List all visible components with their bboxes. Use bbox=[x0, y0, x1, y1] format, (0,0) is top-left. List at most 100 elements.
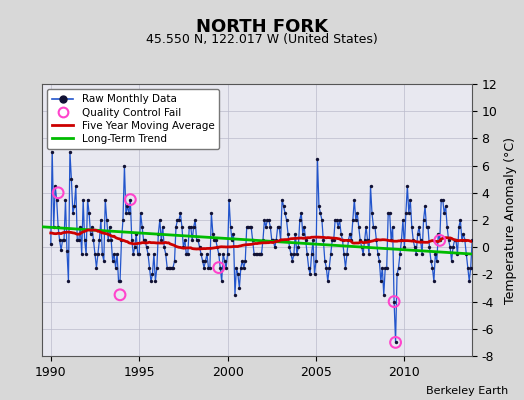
Point bbox=[259, 237, 267, 244]
Point bbox=[365, 251, 373, 257]
Point bbox=[117, 237, 126, 244]
Point bbox=[98, 251, 106, 257]
Point bbox=[214, 264, 223, 271]
Point bbox=[122, 210, 130, 216]
Point bbox=[452, 237, 460, 244]
Point bbox=[294, 244, 302, 250]
Point bbox=[204, 264, 213, 271]
Point bbox=[247, 224, 255, 230]
Point bbox=[135, 251, 144, 257]
Point bbox=[139, 237, 148, 244]
Point bbox=[191, 217, 199, 223]
Point bbox=[63, 248, 71, 254]
Point bbox=[256, 251, 264, 257]
Point bbox=[61, 196, 70, 203]
Point bbox=[183, 251, 192, 257]
Point bbox=[96, 217, 105, 223]
Point bbox=[356, 237, 364, 244]
Point bbox=[235, 285, 244, 291]
Point bbox=[74, 237, 83, 244]
Point bbox=[203, 251, 211, 257]
Point bbox=[152, 264, 161, 271]
Point bbox=[250, 251, 258, 257]
Point bbox=[238, 258, 246, 264]
Point bbox=[279, 203, 288, 210]
Point bbox=[48, 149, 57, 155]
Point bbox=[192, 237, 201, 244]
Point bbox=[179, 244, 188, 250]
Point bbox=[424, 224, 432, 230]
Point bbox=[418, 251, 427, 257]
Point bbox=[252, 251, 260, 257]
Point bbox=[406, 196, 414, 203]
Point bbox=[167, 264, 176, 271]
Point bbox=[47, 241, 55, 248]
Point bbox=[455, 224, 463, 230]
Point bbox=[263, 217, 271, 223]
Point bbox=[391, 339, 400, 346]
Point bbox=[73, 237, 81, 244]
Point bbox=[391, 339, 400, 346]
Point bbox=[100, 258, 108, 264]
Point bbox=[66, 149, 74, 155]
Point bbox=[161, 251, 170, 257]
Point bbox=[160, 244, 168, 250]
Point bbox=[468, 237, 476, 244]
Point bbox=[299, 230, 307, 237]
Point bbox=[116, 278, 124, 284]
Point bbox=[110, 251, 118, 257]
Point bbox=[281, 210, 289, 216]
Point bbox=[145, 264, 154, 271]
Point bbox=[200, 264, 208, 271]
Point bbox=[57, 247, 66, 253]
Point bbox=[165, 264, 173, 271]
Text: 45.550 N, 122.017 W (United States): 45.550 N, 122.017 W (United States) bbox=[146, 33, 378, 46]
Point bbox=[321, 258, 329, 264]
Point bbox=[67, 176, 75, 182]
Point bbox=[374, 251, 382, 257]
Point bbox=[278, 196, 286, 203]
Point bbox=[175, 217, 183, 223]
Point bbox=[209, 230, 217, 237]
Point bbox=[310, 271, 319, 278]
Point bbox=[326, 251, 335, 257]
Point bbox=[78, 251, 86, 257]
Point bbox=[120, 162, 128, 169]
Point bbox=[405, 210, 413, 216]
Point bbox=[225, 196, 233, 203]
Point bbox=[332, 217, 341, 223]
Point bbox=[130, 244, 139, 250]
Point bbox=[207, 210, 215, 216]
Point bbox=[309, 237, 317, 244]
Text: Berkeley Earth: Berkeley Earth bbox=[426, 386, 508, 396]
Point bbox=[144, 251, 152, 257]
Point bbox=[466, 264, 475, 271]
Point bbox=[112, 264, 120, 271]
Point bbox=[449, 244, 457, 250]
Point bbox=[248, 237, 257, 244]
Point bbox=[350, 196, 358, 203]
Point bbox=[182, 251, 191, 257]
Point bbox=[69, 210, 77, 216]
Point bbox=[330, 237, 338, 244]
Point bbox=[230, 230, 238, 237]
Point bbox=[325, 264, 333, 271]
Point bbox=[384, 210, 392, 216]
Point bbox=[343, 251, 351, 257]
Point bbox=[91, 251, 99, 257]
Point bbox=[253, 251, 261, 257]
Point bbox=[433, 258, 441, 264]
Point bbox=[287, 251, 295, 257]
Point bbox=[308, 251, 316, 257]
Point bbox=[134, 251, 142, 257]
Point bbox=[450, 237, 458, 244]
Point bbox=[459, 230, 467, 237]
Point bbox=[431, 251, 440, 257]
Point bbox=[261, 224, 270, 230]
Point bbox=[301, 237, 310, 244]
Point bbox=[58, 237, 67, 244]
Point bbox=[163, 264, 171, 271]
Point bbox=[390, 298, 398, 305]
Point bbox=[101, 196, 110, 203]
Point bbox=[447, 258, 456, 264]
